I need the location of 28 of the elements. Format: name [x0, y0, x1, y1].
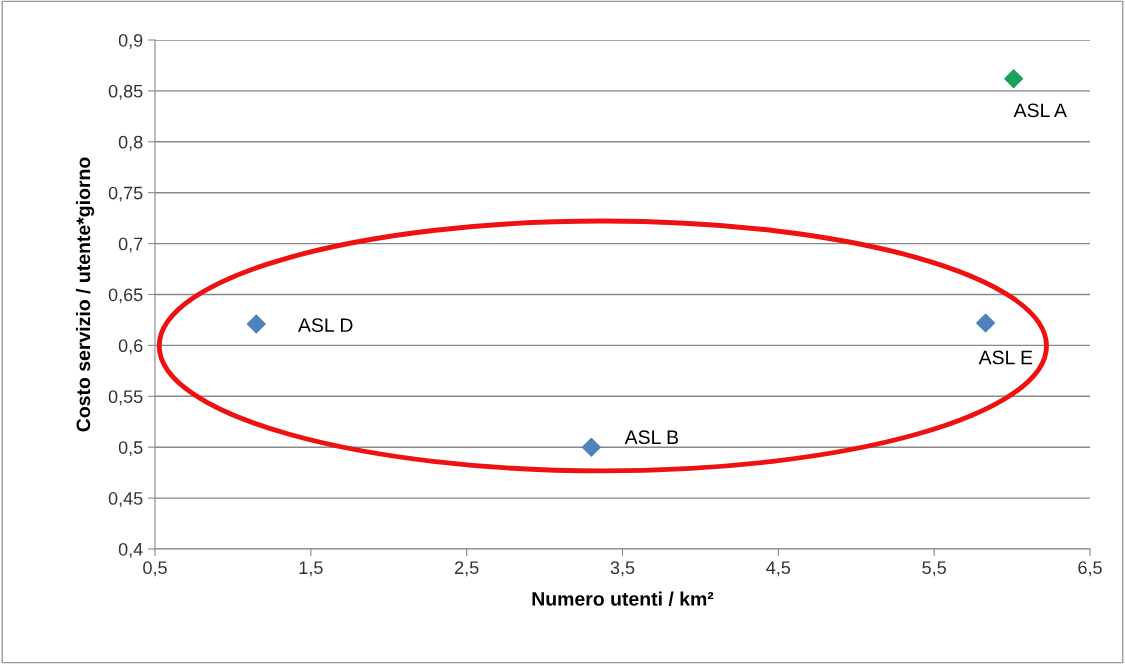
x-tick-label: 1,5	[299, 561, 323, 577]
y-tick-label: 0,45	[108, 492, 143, 507]
y-tick-label: 0,85	[108, 84, 143, 100]
point	[246, 314, 266, 334]
y-tick-label: 0,6	[118, 339, 143, 355]
y-axis-title: Costo servizio / utente*giorno	[75, 157, 95, 432]
y-tick-label: 0,9	[118, 33, 143, 49]
x-axis-title: Numero utenti / km²	[532, 591, 714, 607]
x-tick-label: 6,5	[1078, 561, 1102, 577]
x-tick-label: 4,5	[766, 561, 791, 577]
point	[581, 437, 601, 457]
y-tick-label: 0,75	[108, 186, 143, 202]
y-tick-label: 0,55	[108, 390, 143, 406]
point	[976, 313, 996, 333]
point	[1004, 69, 1024, 89]
x-tick-label: 0,5	[143, 561, 167, 577]
y-tick-label: 0,8	[118, 135, 143, 151]
y-tick-label: 0,65	[108, 288, 143, 304]
annotation: ASL B	[624, 430, 679, 445]
x-tick-label: 2,5	[455, 561, 479, 577]
y-tick-label: 0,5	[118, 441, 143, 457]
annotation: ASL D	[298, 318, 353, 333]
annotation: ASL E	[978, 350, 1033, 365]
x-tick-label: 5,5	[922, 561, 946, 577]
y-tick-label: 0,7	[118, 237, 143, 253]
y-tick-label: 0,4	[118, 542, 143, 558]
annotation: ASL A	[1013, 103, 1067, 118]
x-tick-label: 3,5	[610, 561, 635, 577]
